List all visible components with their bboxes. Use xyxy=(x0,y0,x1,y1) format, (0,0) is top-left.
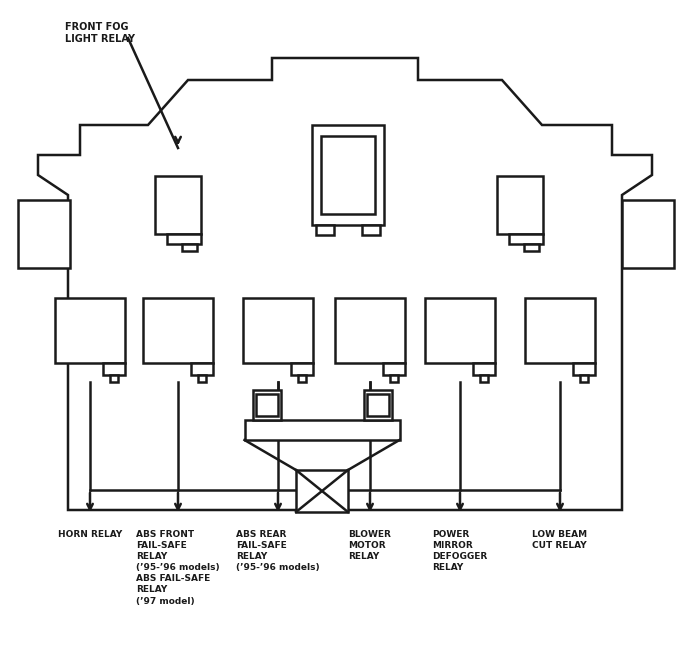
Text: LOW BEAM
CUT RELAY: LOW BEAM CUT RELAY xyxy=(532,530,588,550)
Bar xyxy=(390,375,398,381)
Text: ABS FRONT
FAIL-SAFE
RELAY
(’95-’96 models)
ABS FAIL-SAFE
RELAY
(’97 model): ABS FRONT FAIL-SAFE RELAY (’95-’96 model… xyxy=(136,530,220,605)
Bar xyxy=(143,297,213,362)
Bar xyxy=(509,234,543,244)
Bar xyxy=(622,200,674,268)
Bar xyxy=(363,390,392,420)
Bar xyxy=(18,200,70,268)
Bar xyxy=(335,297,405,362)
Bar xyxy=(191,362,213,375)
Bar xyxy=(103,362,125,375)
Bar xyxy=(110,375,118,381)
Bar xyxy=(298,375,306,381)
Bar xyxy=(525,297,595,362)
Bar xyxy=(244,420,399,440)
Bar xyxy=(255,394,277,416)
Bar xyxy=(524,244,539,251)
Bar xyxy=(198,375,206,381)
Bar xyxy=(321,136,375,214)
Bar xyxy=(155,176,201,234)
Bar xyxy=(425,297,495,362)
Bar xyxy=(291,362,313,375)
Bar xyxy=(362,225,380,235)
Bar xyxy=(497,176,543,234)
Bar xyxy=(573,362,595,375)
Bar xyxy=(243,297,313,362)
Bar xyxy=(316,225,334,235)
Bar xyxy=(253,390,280,420)
Text: POWER
MIRROR
DEFOGGER
RELAY: POWER MIRROR DEFOGGER RELAY xyxy=(432,530,488,572)
Text: ABS REAR
FAIL-SAFE
RELAY
(’95-’96 models): ABS REAR FAIL-SAFE RELAY (’95-’96 models… xyxy=(236,530,320,572)
Bar xyxy=(312,125,384,225)
Bar xyxy=(383,362,405,375)
Text: HORN RELAY: HORN RELAY xyxy=(58,530,122,539)
Bar xyxy=(480,375,488,381)
Bar xyxy=(367,394,388,416)
Bar xyxy=(181,244,197,251)
Bar xyxy=(296,470,348,512)
Bar xyxy=(55,297,125,362)
Polygon shape xyxy=(38,58,652,510)
Bar xyxy=(473,362,495,375)
Text: FRONT FOG
LIGHT RELAY: FRONT FOG LIGHT RELAY xyxy=(65,22,135,44)
Bar xyxy=(167,234,201,244)
Bar xyxy=(580,375,588,381)
Text: BLOWER
MOTOR
RELAY: BLOWER MOTOR RELAY xyxy=(349,530,392,561)
